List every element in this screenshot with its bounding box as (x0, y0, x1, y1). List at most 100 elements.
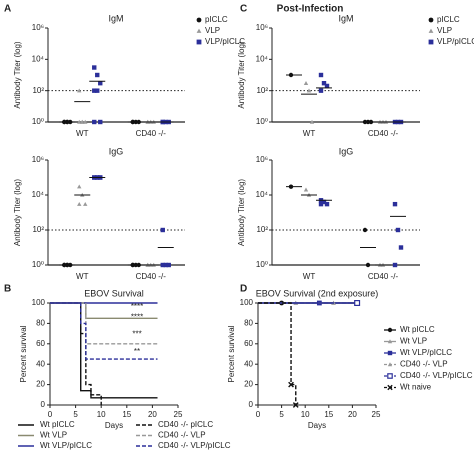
y-tick-label: 20 (36, 380, 45, 389)
y-tick-label: 10⁶ (32, 155, 44, 164)
marker (387, 362, 393, 367)
y-tick-label: 20 (244, 380, 253, 389)
marker (318, 201, 324, 207)
legend-label: Wt pICLC (40, 420, 75, 429)
y-tick-label: 10⁰ (32, 260, 44, 269)
annotation: *** (132, 330, 141, 339)
y-tick-label: 10⁰ (32, 117, 44, 126)
y-axis-label: Antibody Titer (log) (13, 179, 22, 246)
x-tick-label: 10 (301, 410, 310, 419)
y-axis-label: Percent survival (227, 325, 236, 382)
x-tick-label: 25 (372, 410, 381, 419)
marker (318, 88, 324, 93)
legend-label: VLP/pICLC (437, 37, 474, 46)
marker (387, 327, 393, 333)
y-tick-label: 10⁰ (256, 117, 268, 126)
y-axis-label: Antibody Titer (log) (237, 179, 246, 246)
y-tick-label: 10⁴ (256, 54, 269, 63)
marker (362, 227, 368, 233)
panel-label: D (240, 284, 247, 295)
x-tick-label: 10 (97, 410, 106, 419)
x-tick-label: WT (303, 129, 316, 138)
marker (428, 17, 434, 23)
legend-label: VLP/pICLC (205, 37, 245, 46)
marker (95, 72, 100, 78)
x-tick-label: WT (303, 272, 316, 281)
x-tick-label: 25 (174, 410, 183, 419)
survival-line (50, 302, 158, 360)
legend-label: Wt pICLC (400, 325, 435, 334)
x-axis-label: Days (105, 421, 123, 430)
marker (196, 28, 202, 33)
marker (324, 201, 330, 207)
y-axis-label: Antibody Titer (log) (237, 41, 246, 108)
y-tick-label: 10² (256, 225, 268, 234)
survival-line (50, 302, 102, 405)
marker (92, 119, 97, 125)
x-tick-label: 0 (256, 410, 261, 419)
y-tick-label: 10⁴ (32, 54, 45, 63)
marker (160, 262, 165, 268)
marker (292, 402, 299, 408)
marker (288, 381, 294, 388)
panel-label: C (240, 4, 247, 15)
y-tick-label: 10² (256, 86, 268, 95)
marker (324, 83, 330, 89)
legend-label: Wt VLP/pICLC (400, 348, 452, 357)
marker (428, 28, 434, 33)
marker (306, 88, 312, 93)
marker (98, 80, 103, 86)
marker (387, 384, 393, 391)
marker (309, 119, 315, 124)
x-tick-label: CD40 -/- (368, 129, 399, 138)
x-tick-label: 15 (324, 410, 333, 419)
marker (92, 65, 97, 70)
legend-label: Wt VLP (400, 337, 427, 346)
y-tick-label: 80 (36, 319, 45, 328)
marker (80, 119, 85, 124)
x-tick-label: CD40 -/- (136, 272, 167, 281)
legend-label: CD40 -/- VLP (158, 431, 206, 440)
legend-label: CD40 -/- VLP (400, 360, 448, 369)
x-axis-label: Days (308, 421, 326, 430)
marker (392, 262, 398, 268)
y-tick-label: 80 (244, 319, 253, 328)
legend-label: Wt naive (400, 383, 432, 392)
marker (77, 119, 82, 124)
y-tick-label: 100 (240, 298, 254, 307)
marker (395, 227, 401, 233)
marker (160, 227, 165, 233)
legend-label: CD40 -/- VLP/pICLC (158, 441, 231, 450)
y-tick-label: 10⁶ (256, 23, 268, 32)
chart-title: IgM (338, 13, 353, 23)
y-tick-label: 0 (249, 400, 254, 409)
x-tick-label: 20 (148, 410, 157, 419)
legend-label: pICLC (437, 15, 460, 24)
y-tick-label: 100 (32, 298, 46, 307)
chart-title: IgG (339, 146, 354, 156)
y-tick-label: 10⁶ (32, 23, 44, 32)
y-tick-label: 10² (32, 225, 44, 234)
marker (163, 262, 168, 268)
marker (83, 119, 88, 124)
marker (77, 88, 82, 93)
chart-title: IgM (108, 13, 123, 23)
marker (77, 201, 82, 206)
marker (196, 39, 202, 45)
x-tick-label: CD40 -/- (136, 129, 167, 138)
legend-label: CD40 -/- VLP/pICLC (400, 371, 473, 380)
marker (318, 72, 324, 78)
panel-label: B (4, 284, 11, 295)
y-tick-label: 40 (36, 359, 45, 368)
marker (95, 88, 100, 93)
survival-line (258, 302, 297, 405)
marker (354, 300, 361, 307)
marker (321, 80, 327, 86)
marker (166, 262, 171, 268)
marker (321, 199, 327, 205)
marker (387, 350, 393, 356)
y-tick-label: 60 (244, 339, 253, 348)
x-tick-label: 15 (122, 410, 131, 419)
y-axis-label: Antibody Titer (log) (13, 41, 22, 108)
marker (398, 245, 404, 250)
